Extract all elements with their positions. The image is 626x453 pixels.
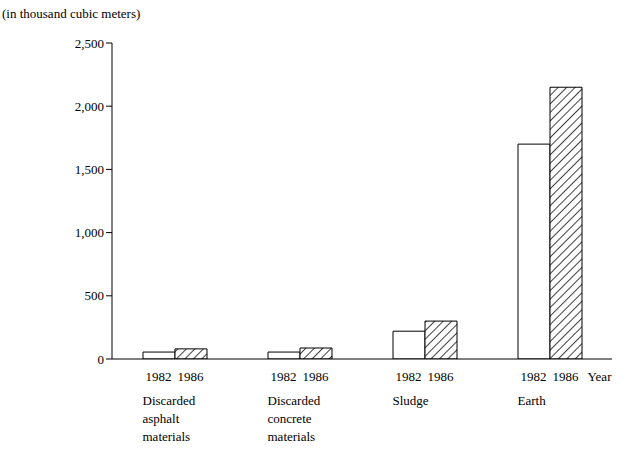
- svg-text:1986: 1986: [428, 369, 455, 384]
- svg-text:1986: 1986: [178, 369, 205, 384]
- svg-text:1982: 1982: [146, 369, 172, 384]
- svg-text:materials: materials: [143, 429, 191, 444]
- svg-text:1,000: 1,000: [75, 225, 104, 240]
- svg-text:concrete: concrete: [268, 411, 312, 426]
- svg-text:Discarded: Discarded: [143, 393, 196, 408]
- svg-text:Discarded: Discarded: [268, 393, 321, 408]
- svg-text:2,000: 2,000: [75, 99, 104, 114]
- svg-text:Earth: Earth: [518, 393, 547, 408]
- svg-text:asphalt: asphalt: [143, 411, 180, 426]
- svg-text:1982: 1982: [521, 369, 547, 384]
- svg-text:2,500: 2,500: [75, 36, 104, 51]
- html-text:(in thousand cubic meters): (in thousand cubic meters): [2, 6, 141, 21]
- svg-text:1982: 1982: [271, 369, 297, 384]
- svg-text:1982: 1982: [396, 369, 422, 384]
- svg-text:1986: 1986: [553, 369, 580, 384]
- svg-text:1,500: 1,500: [75, 162, 104, 177]
- svg-text:500: 500: [85, 288, 105, 303]
- svg-text:Sludge: Sludge: [393, 393, 429, 408]
- svg-text:Year: Year: [588, 369, 613, 384]
- svg-text:0: 0: [98, 352, 105, 367]
- svg-text:materials: materials: [268, 429, 316, 444]
- svg-text:1986: 1986: [303, 369, 330, 384]
